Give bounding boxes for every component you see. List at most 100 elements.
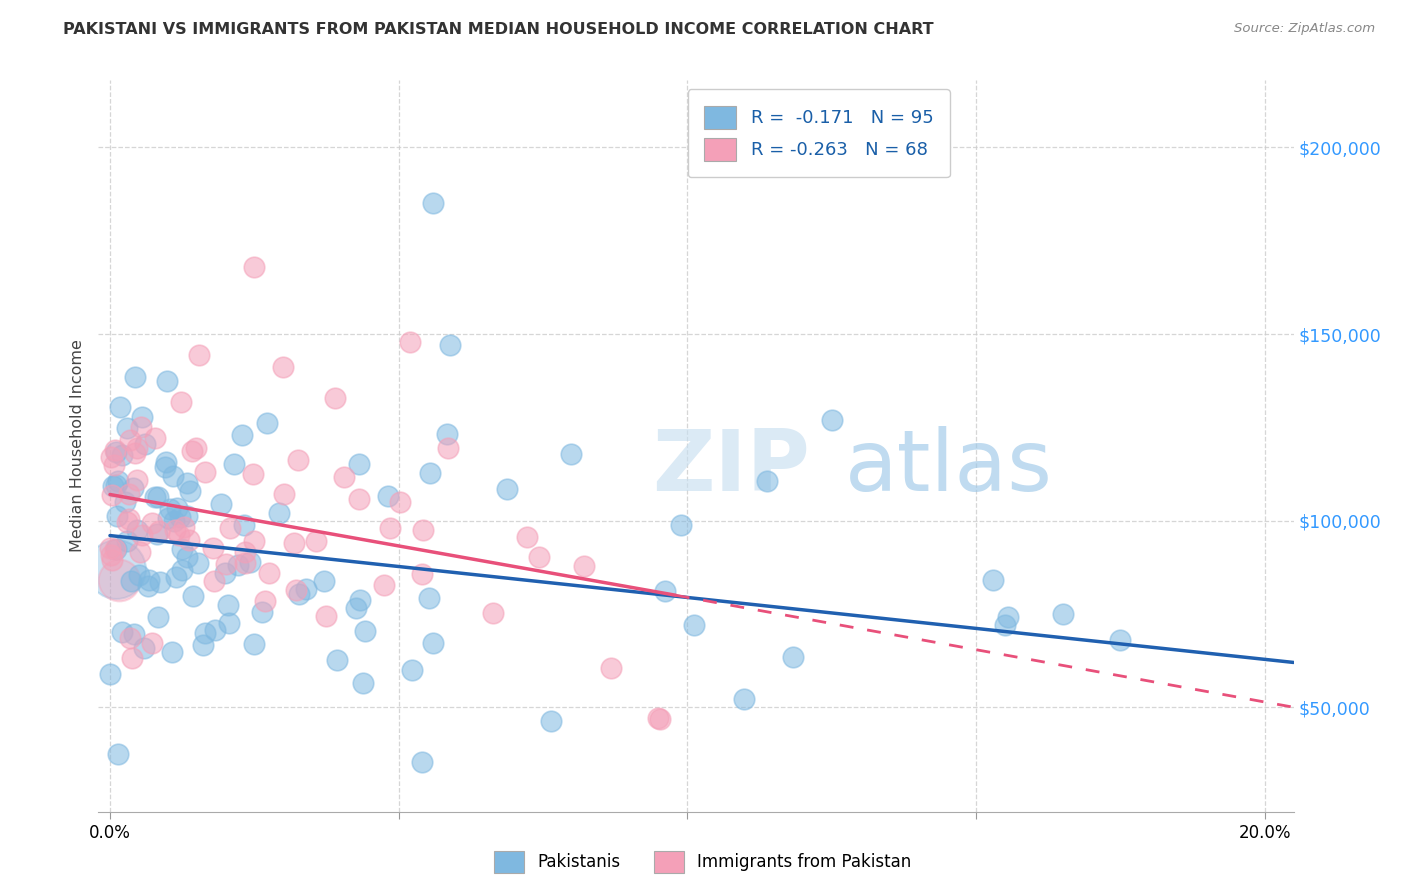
Point [243,533,266,548]
Point [516,530,538,544]
Point [349,593,371,607]
Point [101,479,124,493]
Point [103,458,125,472]
Point [332,470,354,484]
Point [422,636,444,650]
Point [527,549,550,564]
Point [412,523,434,537]
Y-axis label: Median Household Income: Median Household Income [69,340,84,552]
Point [347,457,370,471]
Point [162,469,184,483]
Point [401,663,423,677]
Point [599,661,621,675]
Point [131,410,153,425]
Point [1052,607,1074,621]
Point [239,555,262,569]
Point [288,587,311,601]
Point [107,574,129,588]
Text: PAKISTANI VS IMMIGRANTS FROM PAKISTAN MEDIAN HOUSEHOLD INCOME CORRELATION CHART: PAKISTANI VS IMMIGRANTS FROM PAKISTAN ME… [63,22,934,37]
Point [648,712,671,726]
Point [122,627,145,641]
Point [159,502,181,516]
Point [170,395,193,409]
Point [143,431,166,445]
Point [104,562,127,576]
Point [129,420,152,434]
Point [128,568,150,582]
Point [146,527,169,541]
Point [132,640,155,655]
Point [217,598,239,612]
Point [146,610,169,624]
Point [378,521,401,535]
Point [124,446,146,460]
Point [181,589,204,603]
Point [683,618,706,632]
Point [117,421,139,435]
Point [100,450,122,464]
Text: atlas: atlas [845,426,1053,509]
Point [283,536,305,550]
Point [259,566,281,581]
Point [273,487,295,501]
Point [287,453,309,467]
Point [250,605,273,619]
Point [179,483,201,498]
Point [176,475,198,490]
Point [344,601,367,615]
Point [138,573,160,587]
Point [155,455,177,469]
Point [100,548,122,562]
Point [101,553,124,567]
Point [104,478,127,492]
Point [202,541,225,555]
Point [122,482,145,496]
Point [104,542,127,557]
Point [121,650,143,665]
Point [325,653,347,667]
Point [354,624,377,638]
Point [169,509,191,524]
Point [131,528,153,542]
Point [118,512,141,526]
Point [1109,633,1132,648]
Point [305,533,328,548]
Point [222,457,245,471]
Point [436,426,458,441]
Point [120,574,142,588]
Point [669,518,692,533]
Legend: Pakistanis, Immigrants from Pakistan: Pakistanis, Immigrants from Pakistan [488,845,918,880]
Point [186,441,208,455]
Point [120,631,142,645]
Point [214,566,236,580]
Point [165,570,187,584]
Point [254,593,277,607]
Point [110,625,132,640]
Point [755,474,778,488]
Point [172,563,194,577]
Point [156,511,179,525]
Point [204,624,226,638]
Point [352,676,374,690]
Point [418,591,440,606]
Point [117,534,139,549]
Point [228,558,250,572]
Point [115,515,138,529]
Point [138,579,160,593]
Point [285,583,308,598]
Point [295,582,318,596]
Point [141,636,163,650]
Point [107,474,129,488]
Point [654,583,676,598]
Point [981,573,1004,587]
Point [411,567,433,582]
Point [187,556,209,570]
Point [127,523,149,537]
Point [134,437,156,451]
Point [193,638,215,652]
Point [141,516,163,530]
Point [231,427,253,442]
Point [148,524,170,538]
Point [166,500,188,515]
Point [243,637,266,651]
